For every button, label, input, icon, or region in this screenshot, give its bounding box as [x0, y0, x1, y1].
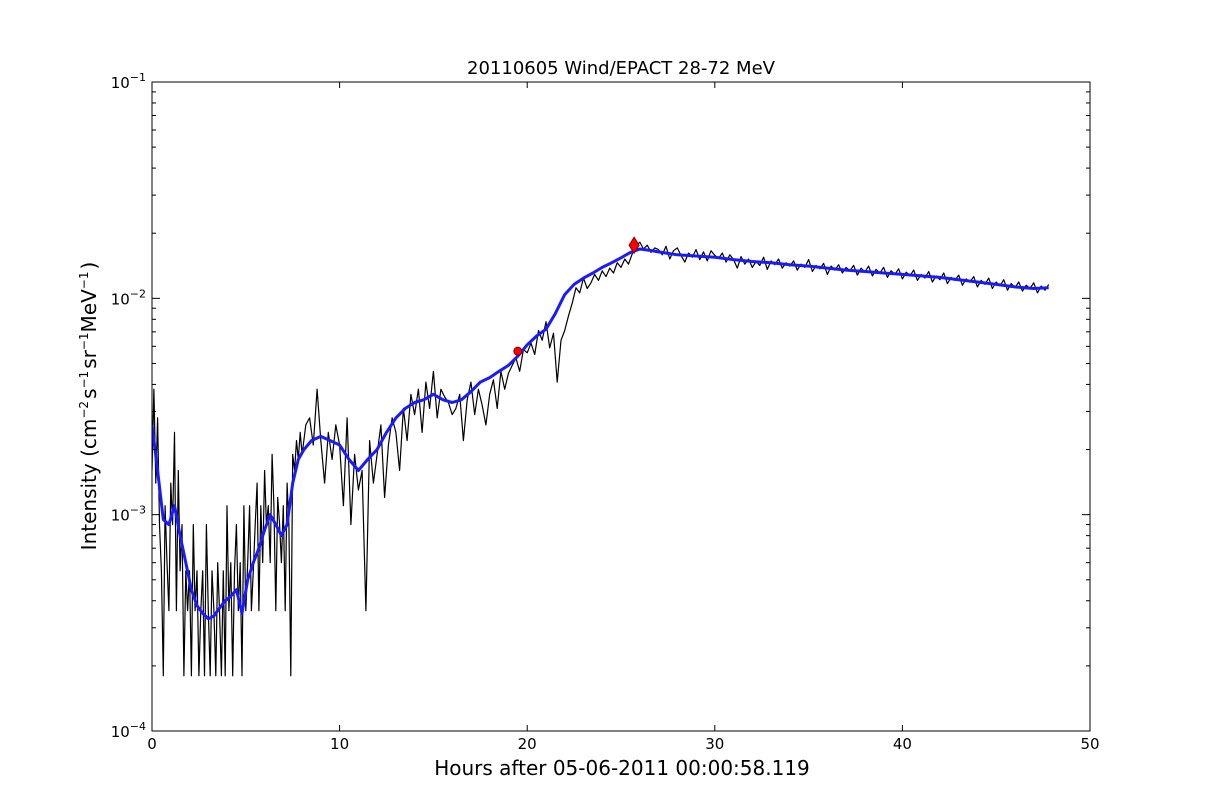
y-tick-label: 10−1 — [111, 71, 146, 92]
x-axis: 0 10 20 30 40 50 — [147, 82, 1100, 753]
y-tick-label: 10−3 — [111, 504, 146, 525]
series-smoothed-line — [152, 247, 1049, 621]
plot-frame — [151, 81, 1091, 732]
marker-circle-0 — [513, 346, 523, 356]
x-tick-label: 20 — [518, 735, 537, 753]
x-tick-label: 40 — [893, 735, 912, 753]
x-tick-label: 50 — [1080, 735, 1099, 753]
y-tick-label: 10−2 — [111, 287, 146, 308]
x-axis-label: Hours after 05-06-2011 00:00:58.119 — [434, 756, 810, 780]
y-axis: 10−4 10−3 10−2 10−1 — [111, 71, 1090, 741]
plot-area — [151, 81, 1091, 732]
marker-layer — [513, 236, 640, 356]
chart-title: 20110605 Wind/EPACT 28-72 MeV — [467, 58, 776, 79]
marker-diamond-1 — [628, 236, 640, 255]
series-layer — [152, 241, 1050, 677]
y-tick-label: 10−4 — [111, 720, 146, 741]
x-tick-label: 10 — [330, 735, 349, 753]
x-tick-label: 0 — [147, 735, 157, 753]
y-axis-label: Intensity (cm−2s−1sr−1MeV−1) — [77, 262, 101, 551]
x-tick-label: 30 — [705, 735, 724, 753]
